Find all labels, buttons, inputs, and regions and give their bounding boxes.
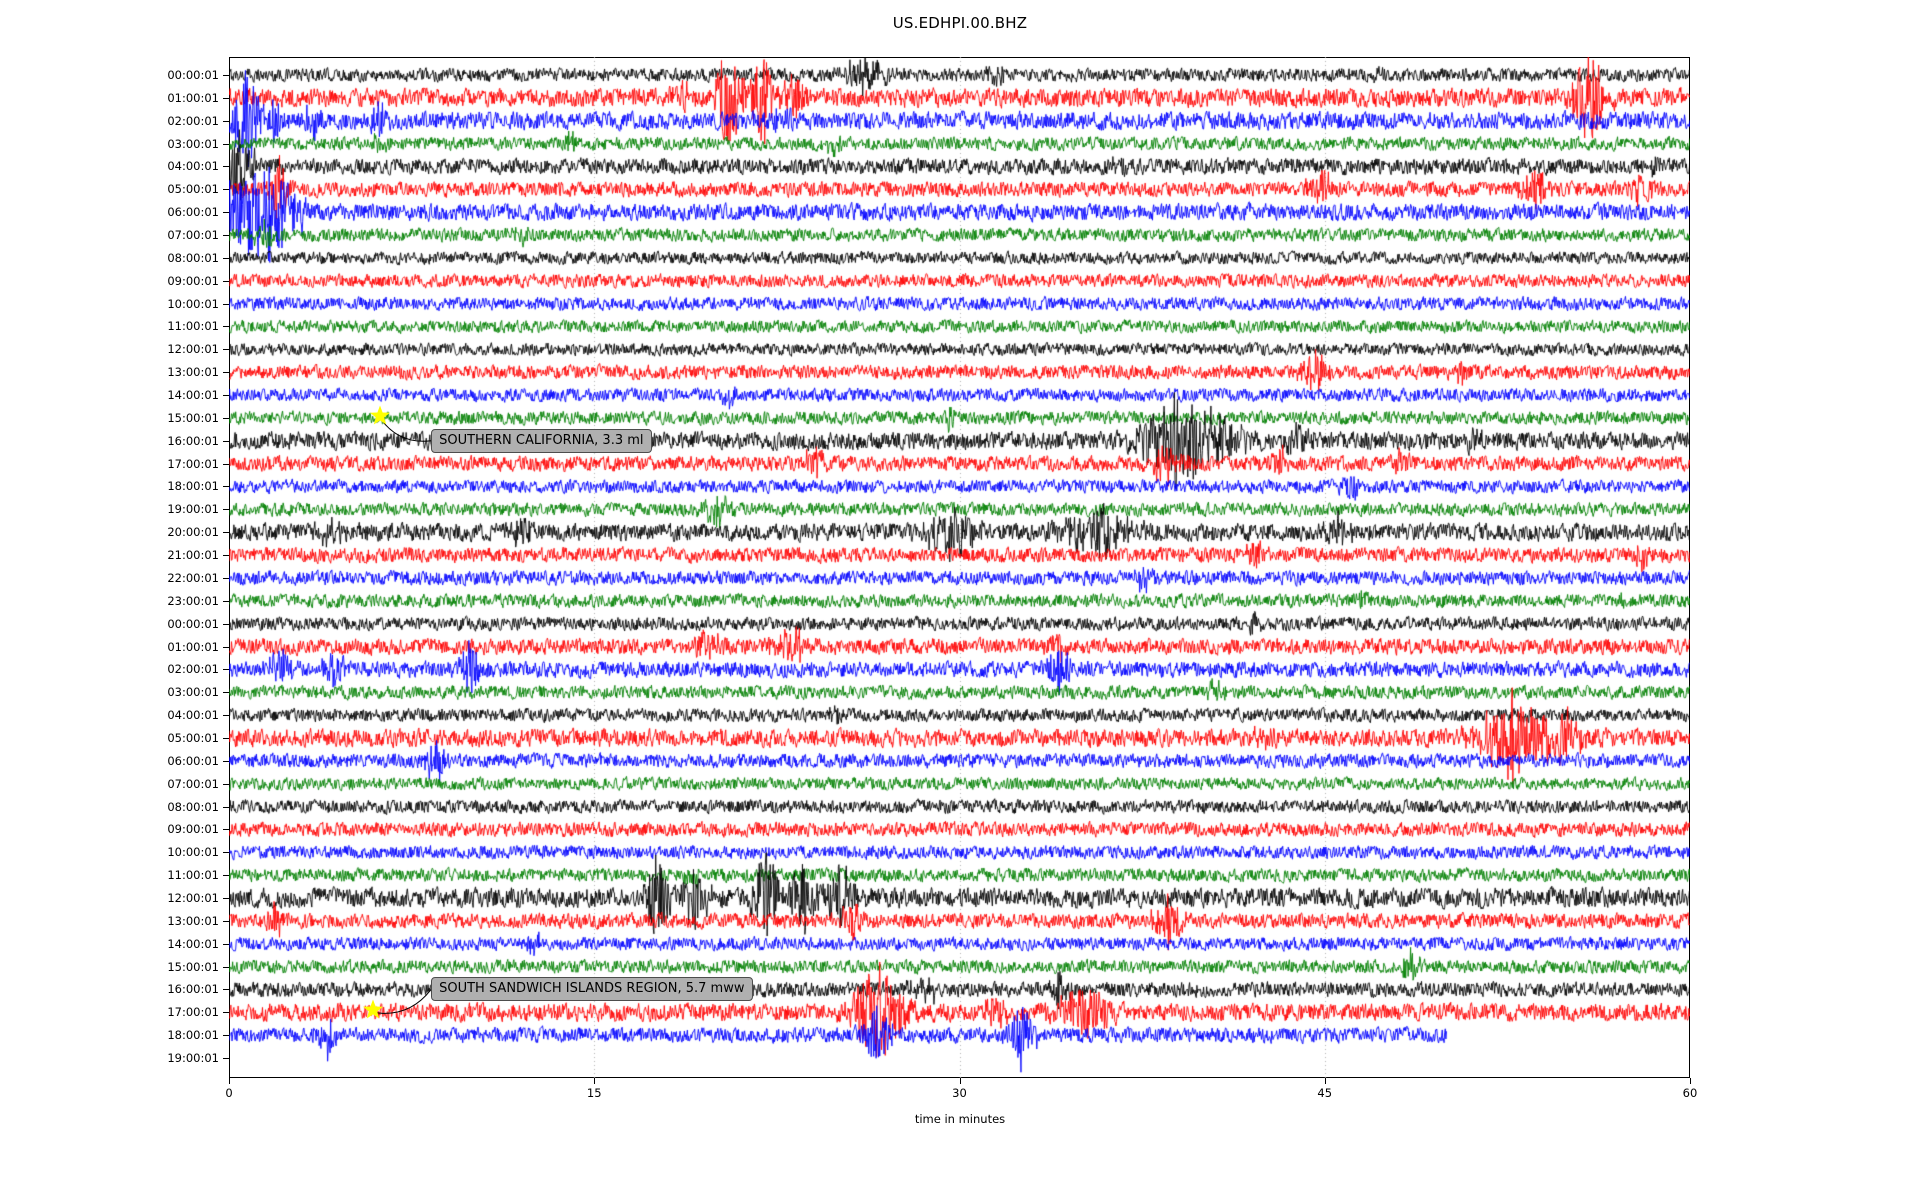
x-axis-label: time in minutes: [914, 1112, 1006, 1126]
y-axis-tick-label: 06:00:01: [167, 205, 219, 220]
x-axis-tick-mark: [1325, 1078, 1326, 1084]
x-axis-tick-label: 60: [1682, 1086, 1698, 1100]
y-axis-tick-label: 13:00:01: [167, 913, 219, 928]
y-axis-tick-label: 15:00:01: [167, 959, 219, 974]
page-title: US.EDHPI.00.BHZ: [892, 14, 1028, 32]
y-axis-tick-label: 15:00:01: [167, 410, 219, 425]
y-axis-tick-label: 20:00:01: [167, 525, 219, 540]
y-axis-tick-label: 10:00:01: [167, 845, 219, 860]
y-axis-tick-label: 12:00:01: [167, 890, 219, 905]
event-label-1[interactable]: SOUTHERN CALIFORNIA, 3.3 ml: [431, 428, 652, 453]
y-axis-tick-label: 19:00:01: [167, 1051, 219, 1065]
x-axis-tick-mark: [229, 1078, 230, 1084]
y-axis-tick-label: 13:00:01: [167, 365, 219, 380]
y-axis-tick-label: 16:00:01: [167, 982, 219, 997]
y-axis-tick-label: 01:00:01: [167, 639, 219, 654]
y-axis-tick-label: 02:00:01: [167, 113, 219, 128]
y-axis-tick-label: 03:00:01: [167, 136, 219, 151]
y-axis-tick-label: 01:00:01: [167, 90, 219, 105]
y-axis-tick-label: 07:00:01: [167, 776, 219, 791]
seismic-trace-canvas: [229, 57, 1690, 1078]
y-axis-tick-label: 08:00:01: [167, 799, 219, 814]
y-axis-tick-label: 05:00:01: [167, 182, 219, 197]
y-axis-tick-label: 03:00:01: [167, 685, 219, 700]
y-axis-tick-label: 11:00:01: [167, 868, 219, 883]
x-axis-tick-label: 0: [225, 1086, 233, 1100]
y-axis-tick-label: 00:00:01: [167, 616, 219, 631]
y-axis-tick-label: 04:00:01: [167, 708, 219, 723]
x-axis-tick-label: 30: [952, 1086, 967, 1100]
y-axis-tick-label: 02:00:01: [167, 662, 219, 677]
x-axis-tick-mark: [960, 1078, 961, 1084]
y-axis-tick-label: 09:00:01: [167, 822, 219, 837]
y-axis-tick-label: 18:00:01: [167, 1028, 219, 1043]
y-axis-tick-label: 04:00:01: [167, 159, 219, 174]
x-axis-tick-mark: [594, 1078, 595, 1084]
y-axis-tick-label: 11:00:01: [167, 319, 219, 334]
event-label-2[interactable]: SOUTH SANDWICH ISLANDS REGION, 5.7 mww: [431, 977, 753, 1002]
y-axis-tick-label: 16:00:01: [167, 433, 219, 448]
y-axis-tick-label: 14:00:01: [167, 936, 219, 951]
y-axis-tick-label: 10:00:01: [167, 296, 219, 311]
y-axis-tick-label: 05:00:01: [167, 730, 219, 745]
y-axis-tick-label: 00:00:01: [167, 68, 219, 82]
y-axis-tick-label: 14:00:01: [167, 388, 219, 403]
y-axis-tick-label: 07:00:01: [167, 228, 219, 243]
y-axis-tick-label: 22:00:01: [167, 570, 219, 585]
y-axis-tick-label: 06:00:01: [167, 753, 219, 768]
y-axis-tick-label: 21:00:01: [167, 548, 219, 563]
y-axis-tick-label: 12:00:01: [167, 342, 219, 357]
y-axis-tick-label: 08:00:01: [167, 250, 219, 265]
x-axis-tick-label: 45: [1317, 1086, 1333, 1100]
y-axis-tick-label: 18:00:01: [167, 479, 219, 494]
y-axis-tick-label: 19:00:01: [167, 502, 219, 517]
y-axis-tick-label: 23:00:01: [167, 593, 219, 608]
y-axis-tick-label: 09:00:01: [167, 273, 219, 288]
y-axis-tick-label: 17:00:01: [167, 456, 219, 471]
y-axis-tick-label: 17:00:01: [167, 1005, 219, 1020]
x-axis-tick-label: 15: [586, 1086, 602, 1100]
x-axis-tick-mark: [1690, 1078, 1691, 1084]
